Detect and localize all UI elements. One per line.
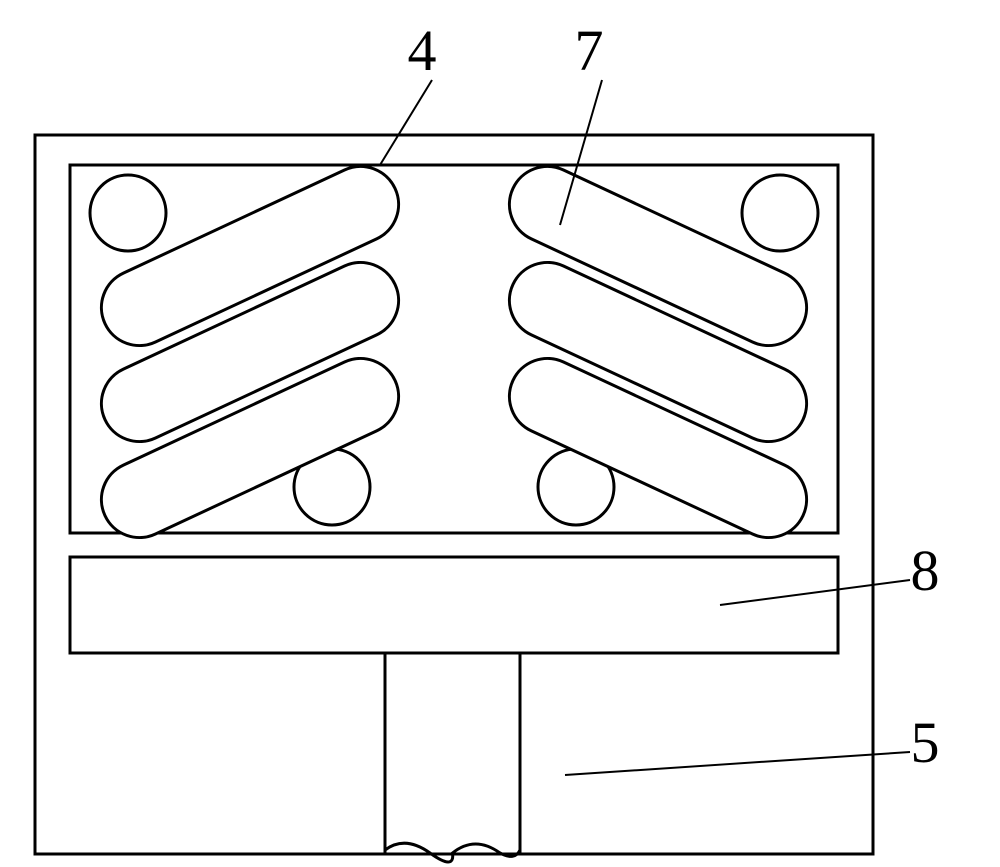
label-8: 8 — [911, 538, 940, 603]
label-7: 7 — [575, 18, 604, 83]
label-5: 5 — [911, 710, 940, 775]
label-4: 4 — [408, 18, 437, 83]
